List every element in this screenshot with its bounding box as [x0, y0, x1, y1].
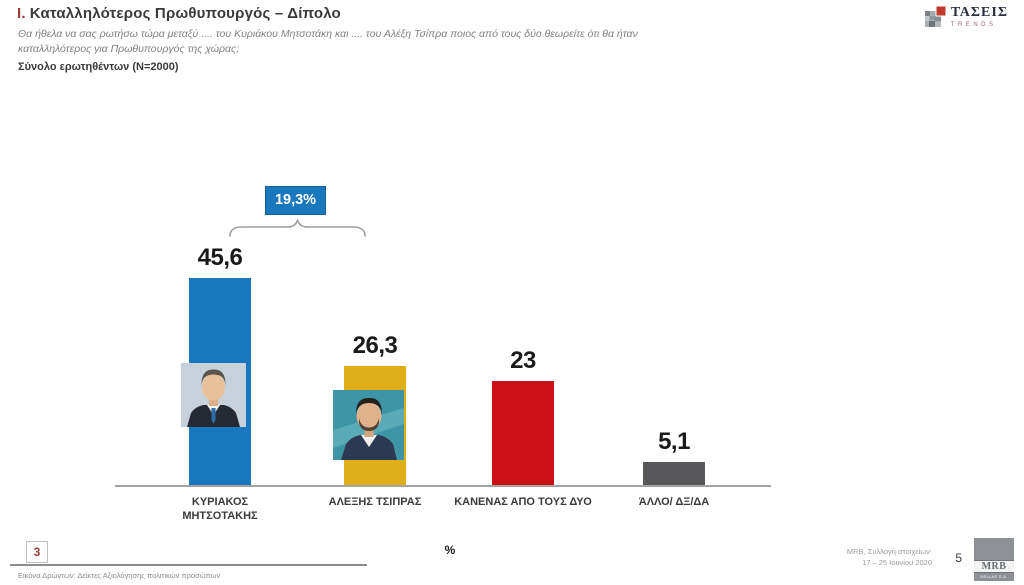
- difference-callout: 19,3%: [265, 186, 326, 215]
- category-label-neither: ΚΑΝΕΝΑΣ ΑΠΟ ΤΟΥΣ ΔΥΟ: [454, 496, 592, 508]
- footnote-text: Εικόνα Δρώντων: Δείκτες Αξιολόγησης πολι…: [18, 571, 221, 580]
- bar-other-dk: [643, 462, 705, 485]
- question-text: Θα ήθελα να σας ρωτήσω τώρα μεταξύ .... …: [18, 27, 1008, 57]
- source-note: MRB, Συλλογή στοιχείων: 17 – 25 Ιουνίου …: [772, 546, 932, 568]
- mrb-logo-subtitle: HELLAS S.A.: [974, 573, 1014, 581]
- mosaic-grid-with-red-square-icon: [924, 5, 947, 33]
- axis-unit-label: %: [444, 543, 456, 557]
- section-number-box: 3: [26, 541, 48, 563]
- bar-column-tsipras: 26,3: [299, 185, 451, 485]
- category-label-other-dk: ΆΛΛΟ/ ΔΞ/ΔΑ: [638, 496, 710, 508]
- source-line-1: MRB, Συλλογή στοιχείων:: [846, 547, 932, 556]
- category-label-tsipras: ΑΛΕΞΗΣ ΤΣΙΠΡΑΣ: [328, 496, 422, 508]
- category-label-mitsotakis: ΚΥΡΙΑΚΟΣ ΜΗΤΣΟΤΑΚΗΣ: [182, 496, 258, 522]
- brace-icon: [228, 218, 367, 242]
- bar-neither: [492, 381, 554, 485]
- taseis-logo-subtitle: TRENDS: [950, 22, 997, 28]
- tsipras-portrait: [333, 390, 404, 465]
- bar-value-label: 26,3: [352, 332, 398, 359]
- taseis-logo-name: ΤΑΣΕΙΣ: [950, 5, 1008, 20]
- question-line-2: καταλληλότερος για Πρωθυπουργός της χώρα…: [18, 43, 240, 55]
- bar-value-label: 23: [510, 347, 536, 374]
- page-title: Ι. Καταλληλότερος Πρωθυπουργός – Δίπολο: [17, 5, 341, 22]
- mitsotakis-portrait: [181, 363, 246, 432]
- title-text: Καταλληλότερος Πρωθυπουργός – Δίπολο: [29, 5, 341, 22]
- bar-value-label: 5,1: [658, 428, 690, 455]
- x-axis-line: [115, 485, 771, 487]
- bar-value-label: 45,6: [197, 244, 243, 271]
- bar-column-other-dk: 5,1: [598, 185, 750, 485]
- mrb-logo-name: MRB: [974, 560, 1014, 573]
- sample-note: Σύνολο ερωτηθέντων (Ν=2000): [18, 61, 179, 73]
- mrb-logo-top-block: [974, 538, 1014, 560]
- footer-divider-line: [10, 564, 367, 566]
- page-number: 5: [955, 551, 962, 565]
- source-line-2: 17 – 25 Ιουνίου 2020: [862, 558, 932, 567]
- taseis-logo: ΤΑΣΕΙΣ TRENDS: [924, 5, 1008, 33]
- question-line-1: Θα ήθελα να σας ρωτήσω τώρα μεταξύ .... …: [18, 28, 638, 40]
- title-number: Ι.: [17, 5, 26, 22]
- bar-column-mitsotakis: 45,6: [144, 185, 296, 485]
- bar-column-neither: 23: [447, 185, 599, 485]
- mrb-logo: MRB HELLAS S.A.: [974, 538, 1014, 581]
